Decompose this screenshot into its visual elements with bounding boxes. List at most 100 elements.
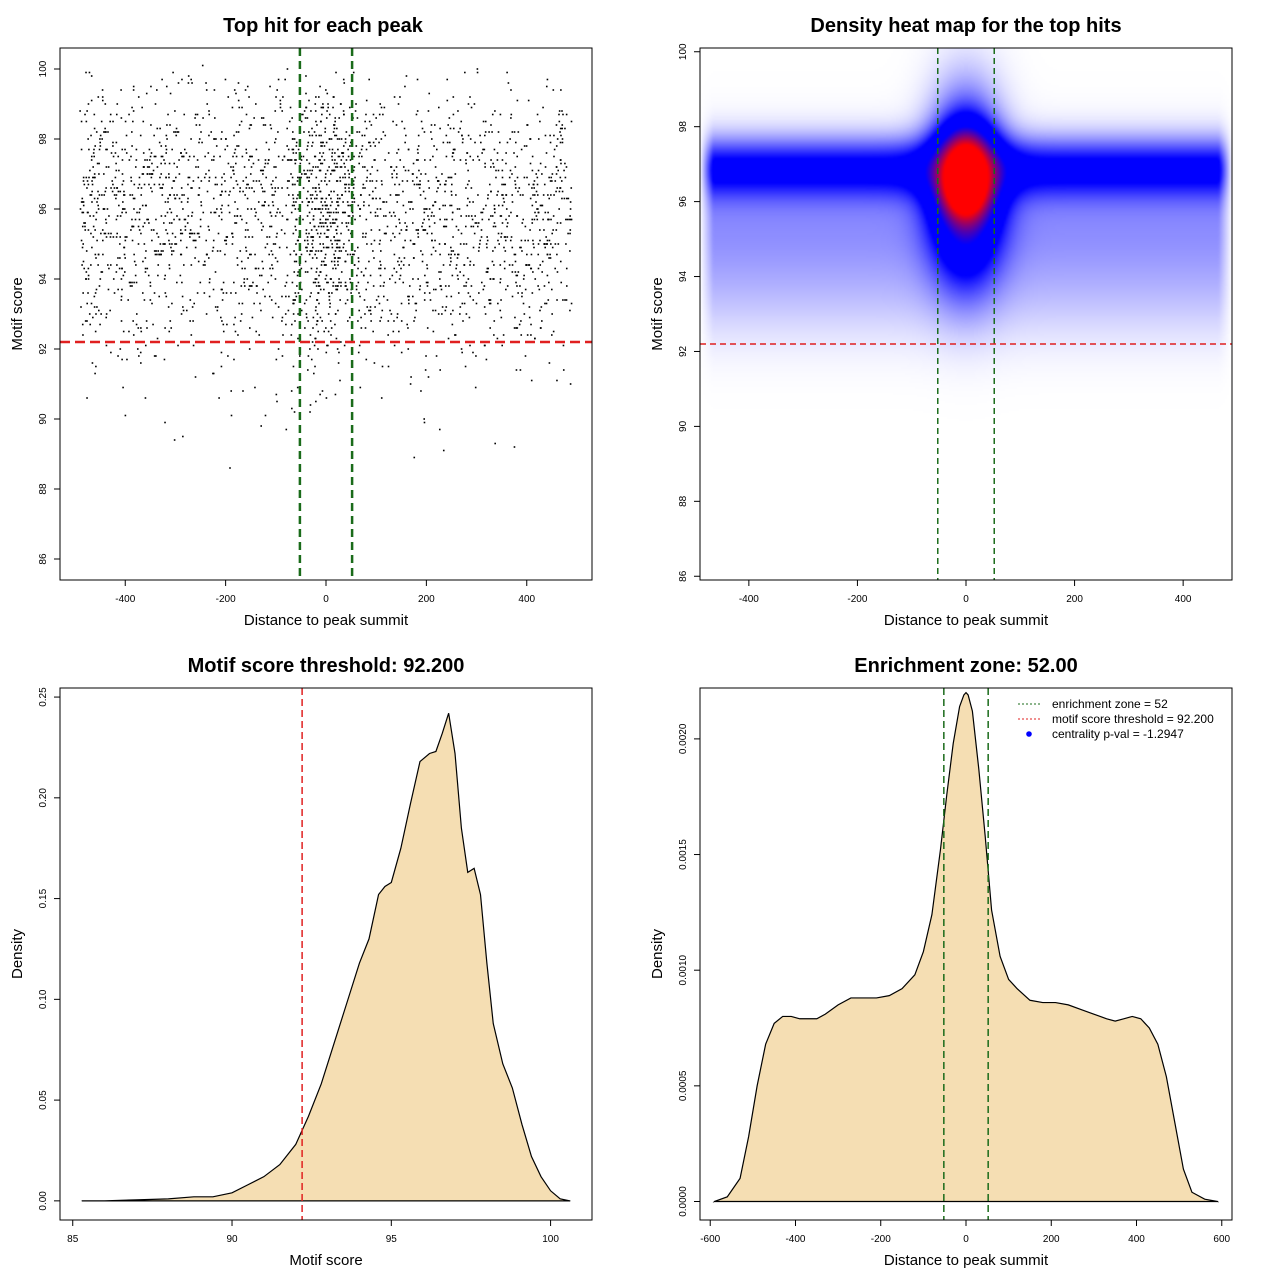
scatter-point <box>415 229 418 231</box>
scatter-point <box>344 141 347 144</box>
scatter-point <box>310 173 313 175</box>
scatter-point <box>175 243 178 245</box>
scatter-point <box>401 120 403 123</box>
y-tick-label: 88 <box>38 483 49 495</box>
scatter-point <box>165 229 167 231</box>
scatter-point <box>408 285 411 287</box>
scatter-point <box>366 306 369 308</box>
scatter-point <box>112 120 114 123</box>
scatter-point <box>415 159 418 161</box>
scatter-point <box>190 264 193 266</box>
scatter-point <box>120 299 123 301</box>
scatter-point <box>406 323 408 326</box>
scatter-point <box>336 138 339 140</box>
scatter-point <box>306 148 308 151</box>
scatter-point <box>523 145 526 147</box>
scatter-point <box>369 211 372 214</box>
scatter-point <box>520 334 523 336</box>
scatter-point <box>251 285 253 287</box>
scatter-point <box>510 117 512 119</box>
scatter-point <box>214 176 217 179</box>
scatter-point <box>168 239 170 242</box>
scatter-point <box>379 197 381 200</box>
scatter-point <box>534 337 536 340</box>
scatter-point <box>245 148 247 151</box>
scatter-point <box>212 197 215 200</box>
scatter-point <box>371 166 373 168</box>
scatter-point <box>171 148 173 151</box>
scatter-point <box>438 106 440 109</box>
scatter-point <box>339 299 341 301</box>
scatter-point <box>250 208 253 210</box>
scatter-point <box>87 274 90 277</box>
scatter-point <box>153 183 156 186</box>
scatter-point <box>190 78 192 81</box>
scatter-point <box>153 155 156 158</box>
scatter-point <box>245 152 248 154</box>
scatter-point <box>330 334 332 336</box>
scatter-point <box>113 187 116 189</box>
scatter-point <box>338 281 340 284</box>
scatter-point <box>320 141 322 144</box>
scatter-point <box>435 288 437 291</box>
scatter-point <box>149 155 152 158</box>
scatter-point <box>502 334 505 336</box>
scatter-point <box>341 222 343 224</box>
scatter-point <box>245 246 247 249</box>
scatter-point <box>386 225 389 228</box>
scatter-point <box>455 194 457 196</box>
scatter-point <box>455 225 458 228</box>
scatter-point <box>413 243 416 245</box>
scatter-point <box>191 187 193 189</box>
scatter-point <box>432 330 435 333</box>
scatter-point <box>340 138 343 140</box>
scatter-point <box>166 211 169 214</box>
scatter-point <box>555 124 558 126</box>
scatter-point <box>375 197 377 200</box>
scatter-point <box>501 222 504 224</box>
scatter-point <box>274 110 277 112</box>
scatter-point <box>497 232 500 235</box>
scatter-point <box>95 218 97 221</box>
scatter-point <box>471 218 474 221</box>
scatter-point <box>92 215 95 217</box>
scatter-point <box>326 204 328 207</box>
scatter-point <box>432 246 435 249</box>
scatter-point <box>248 187 251 189</box>
scatter-point <box>400 351 403 354</box>
scatter-point <box>90 194 93 196</box>
scatter-point <box>359 215 361 217</box>
scatter-point <box>133 197 136 200</box>
scatter-point <box>319 316 322 319</box>
scatter-point <box>514 260 517 263</box>
scatter-point <box>489 302 492 305</box>
scatter-point <box>94 176 96 179</box>
scatter-point <box>315 208 317 210</box>
scatter-point <box>559 159 562 161</box>
scatter-point <box>169 194 172 196</box>
scatter-point <box>404 169 407 172</box>
scatter-point <box>148 148 151 151</box>
scatter-point <box>451 274 454 277</box>
scatter-point <box>387 152 390 154</box>
scatter-point <box>399 96 401 98</box>
scatter-point <box>532 194 534 196</box>
scatter-point <box>501 344 504 347</box>
scatter-point <box>319 271 322 273</box>
scatter-point <box>190 138 192 140</box>
scatter-point <box>482 120 485 123</box>
scatter-point <box>466 204 469 207</box>
scatter-point <box>368 260 370 263</box>
scatter-point <box>338 250 341 252</box>
scatter-point <box>528 306 531 308</box>
scatter-point <box>208 295 211 298</box>
scatter-point <box>394 215 396 217</box>
scatter-point <box>277 208 279 210</box>
scatter-point <box>364 327 367 329</box>
scatter-point <box>124 148 126 151</box>
scatter-point <box>520 148 523 151</box>
scatter-point <box>258 180 261 182</box>
scatter-point <box>467 134 470 137</box>
scatter-point <box>206 253 208 256</box>
scatter-point <box>182 306 184 308</box>
